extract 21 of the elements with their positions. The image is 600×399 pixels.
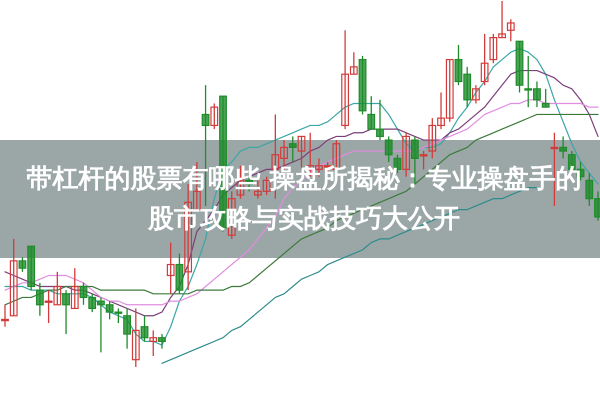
candlestick	[140, 315, 148, 342]
candlestick	[1, 304, 9, 328]
candlestick	[149, 330, 158, 357]
candlestick	[288, 136, 297, 163]
candlestick	[559, 136, 568, 160]
candlestick	[384, 136, 393, 163]
candlestick	[542, 88, 550, 108]
candlestick	[402, 132, 410, 178]
candlestick	[36, 282, 44, 316]
candlestick	[158, 333, 166, 350]
candlestick	[210, 102, 218, 130]
candlestick	[70, 268, 79, 310]
candlestick	[506, 18, 515, 42]
candlestick	[132, 308, 140, 368]
candlestick	[10, 238, 18, 316]
candlestick	[472, 84, 480, 104]
candlestick	[123, 308, 131, 350]
candlestick	[62, 289, 70, 335]
candlestick	[166, 242, 175, 294]
candlestick	[480, 33, 489, 86]
candlestick	[420, 150, 428, 170]
